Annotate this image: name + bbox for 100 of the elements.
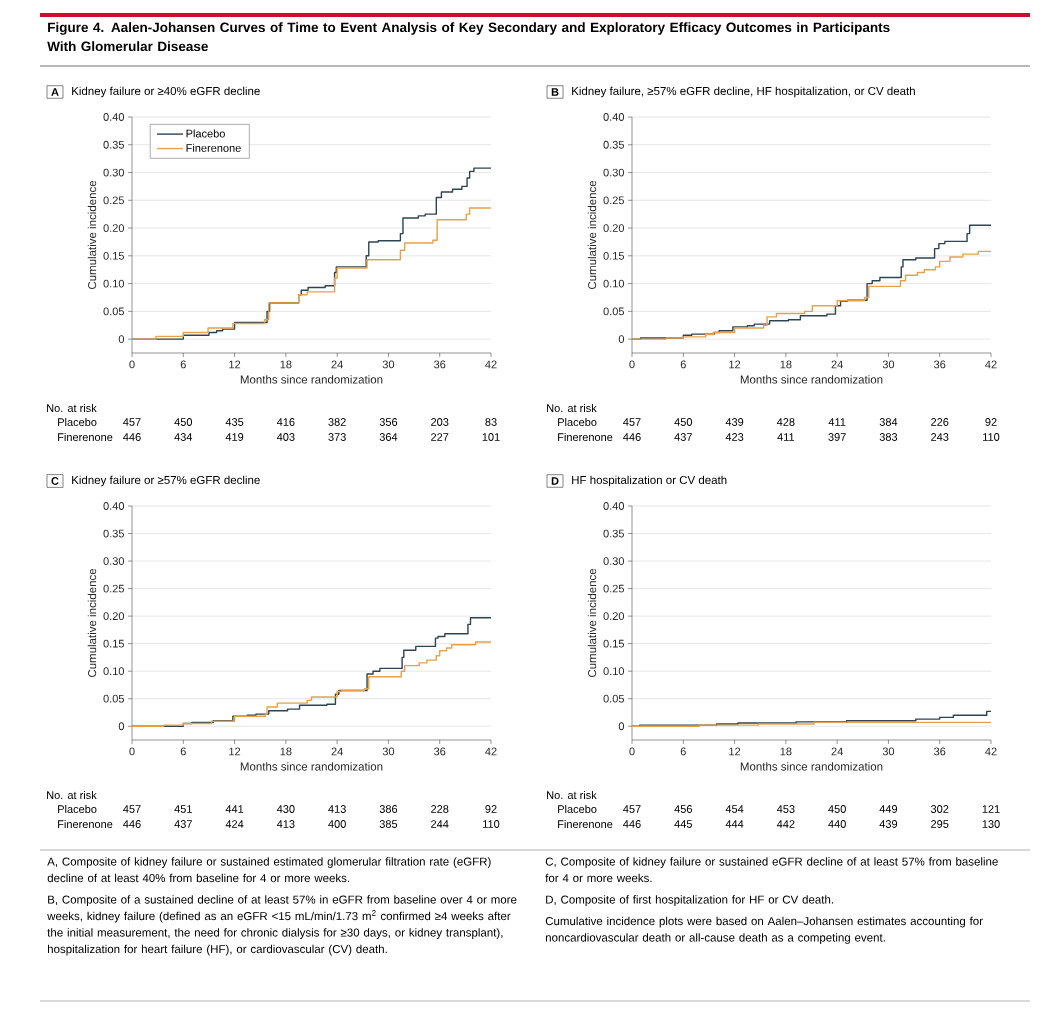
x-tick-label: 12 xyxy=(729,747,741,756)
legend-label: Placebo xyxy=(186,129,225,138)
y-tick-label: 0.15 xyxy=(103,251,124,260)
text: 454 xyxy=(725,805,744,813)
y-tick-label: 0.20 xyxy=(603,224,625,232)
x-tick-label: 30 xyxy=(882,747,895,756)
y-tick-label: 0.40 xyxy=(103,113,125,121)
text: Finerenone xyxy=(558,432,613,442)
text: 403 xyxy=(276,433,295,441)
y-tick-label: 0 xyxy=(618,335,625,344)
text: 243 xyxy=(931,433,949,441)
text: 411 xyxy=(828,418,846,426)
y-tick-label: 0.25 xyxy=(103,196,124,205)
y-tick-label: 0.15 xyxy=(603,251,624,260)
text: 450 xyxy=(674,418,693,426)
y-tick-label: 0.35 xyxy=(603,140,624,149)
x-tick-label: 42 xyxy=(485,747,497,756)
text: 101 xyxy=(482,433,500,441)
y-tick-label: 0 xyxy=(118,335,125,344)
text: 356 xyxy=(379,418,398,426)
text: No. at risk xyxy=(547,403,597,413)
y-tick-label: 0.35 xyxy=(103,140,124,149)
text: 364 xyxy=(379,433,398,441)
x-tick-label: 0 xyxy=(629,747,635,756)
x-tick-label: 36 xyxy=(934,747,946,756)
text: Cumulative incidence plots were based on Aalen–Johansen estimates accounting for noncardiovascular death or all-cause death as a competing event. xyxy=(545,916,983,944)
x-tick-label: 0 xyxy=(129,747,135,756)
x-tick-label: 0 xyxy=(629,360,635,369)
text: Placebo xyxy=(58,804,97,814)
y-tick-label: 0.25 xyxy=(603,196,624,205)
text: 456 xyxy=(674,805,692,813)
text: 295 xyxy=(931,820,949,828)
text: B xyxy=(551,88,559,96)
y-tick-label: 0.20 xyxy=(103,224,125,232)
text: 397 xyxy=(828,433,846,441)
text: Figure 4. Aalen-Johansen Curves of Time to Event Analysis of Key Secondary and Exploratory Efficacy Outcomes in Participants With Glomerular Disease xyxy=(47,22,890,52)
y-tick-label: 0.30 xyxy=(603,168,625,177)
x-tick-label: 42 xyxy=(485,360,497,369)
y-tick-label: 0.10 xyxy=(603,279,625,288)
y-tick-label: 0.35 xyxy=(603,529,624,538)
text: 439 xyxy=(725,418,744,426)
text: 416 xyxy=(276,418,295,426)
y-axis-title: Cumulative incidence xyxy=(587,568,597,678)
text: 110 xyxy=(483,820,500,828)
text: 450 xyxy=(828,805,846,813)
y-tick-label: 0 xyxy=(618,722,625,731)
legend-label: Finerenone xyxy=(186,143,241,152)
text: 413 xyxy=(276,820,295,828)
y-tick-label: 0.30 xyxy=(603,557,625,565)
y-tick-label: 0.35 xyxy=(103,529,124,538)
x-tick-label: 30 xyxy=(382,747,395,756)
y-tick-label: 0.15 xyxy=(603,639,624,648)
x-axis-title: Months since randomization xyxy=(740,375,883,384)
y-tick-label: 0.20 xyxy=(103,612,125,621)
text: 442 xyxy=(776,820,795,828)
text: Placebo xyxy=(558,417,597,427)
text: 435 xyxy=(225,418,244,426)
text: No. at risk xyxy=(47,790,97,800)
text: Placebo xyxy=(558,804,597,814)
text: 437 xyxy=(674,433,692,441)
x-tick-label: 24 xyxy=(331,747,343,756)
y-tick-label: 0.25 xyxy=(103,584,124,593)
text: 384 xyxy=(879,418,898,426)
text: 413 xyxy=(328,805,346,813)
y-tick-label: 0.30 xyxy=(103,168,125,177)
x-tick-label: 12 xyxy=(729,360,741,369)
text: A xyxy=(51,88,59,96)
x-tick-label: 24 xyxy=(831,747,843,756)
text: 449 xyxy=(879,805,898,813)
text: 385 xyxy=(379,820,398,828)
text: 457 xyxy=(123,418,141,426)
y-tick-label: 0.20 xyxy=(603,612,625,621)
text: 457 xyxy=(623,805,641,813)
x-axis-title: Months since randomization xyxy=(240,762,383,771)
text: 445 xyxy=(674,820,692,828)
x-tick-label: 18 xyxy=(780,360,792,369)
text: Finerenone xyxy=(58,819,113,829)
y-axis-title: Cumulative incidence xyxy=(87,568,97,678)
x-tick-label: 6 xyxy=(680,360,686,369)
y-tick-label: 0.40 xyxy=(103,502,125,510)
text: 457 xyxy=(123,805,141,813)
text: 383 xyxy=(879,433,898,441)
y-tick-label: 0.05 xyxy=(103,307,124,316)
x-tick-label: 30 xyxy=(882,360,895,369)
text: 457 xyxy=(623,418,641,426)
text: 228 xyxy=(431,805,449,813)
text: Finerenone xyxy=(58,432,113,442)
text: C, Composite of kidney failure or sustained eGFR decline of at least 57% from baseline for 4 or more weeks. xyxy=(545,857,998,883)
x-tick-label: 18 xyxy=(280,747,292,756)
text: 451 xyxy=(174,805,192,813)
y-axis-title: Cumulative incidence xyxy=(87,180,97,290)
text: 430 xyxy=(276,805,295,813)
text: 446 xyxy=(123,433,141,441)
text: C xyxy=(51,477,59,485)
text: 92 xyxy=(485,805,497,813)
y-tick-label: 0 xyxy=(118,722,125,731)
text: 130 xyxy=(982,820,1000,828)
text: 434 xyxy=(174,433,193,441)
text: No. at risk xyxy=(547,790,597,800)
x-tick-label: 12 xyxy=(229,747,241,756)
